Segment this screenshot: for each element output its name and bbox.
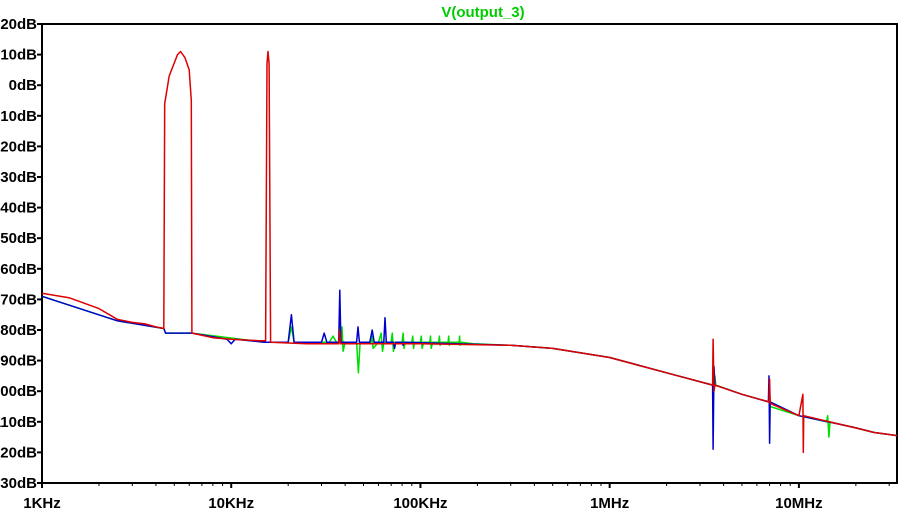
y-tick-label: -80dB	[0, 322, 37, 339]
chart-title: V(output_3)	[441, 4, 524, 21]
x-tick-label: 1MHz	[590, 495, 629, 512]
y-tick-label: 20dB	[0, 16, 37, 33]
y-tick-label: -60dB	[0, 261, 37, 278]
y-tick-label: -20dB	[0, 138, 37, 155]
y-tick-label: -120dB	[0, 444, 37, 461]
x-tick-label: 1KHz	[23, 495, 61, 512]
y-tick-label: -10dB	[0, 108, 37, 125]
y-tick-label: -100dB	[0, 383, 37, 400]
x-tick-label: 10MHz	[775, 495, 823, 512]
y-tick-label: -30dB	[0, 169, 37, 186]
y-tick-label: -110dB	[0, 414, 37, 431]
y-tick-label: 10dB	[0, 47, 37, 64]
x-tick-label: 100KHz	[393, 495, 447, 512]
series-line-3	[41, 50, 898, 454]
y-tick-label: -90dB	[0, 353, 37, 370]
y-tick-label: -40dB	[0, 200, 37, 217]
y-tick-label: -130dB	[0, 475, 37, 492]
y-tick-label: -50dB	[0, 230, 37, 247]
y-tick-label: -70dB	[0, 291, 37, 308]
plot-frame	[41, 23, 898, 484]
x-tick-label: 10KHz	[208, 495, 254, 512]
y-tick-label: 0dB	[9, 77, 38, 94]
